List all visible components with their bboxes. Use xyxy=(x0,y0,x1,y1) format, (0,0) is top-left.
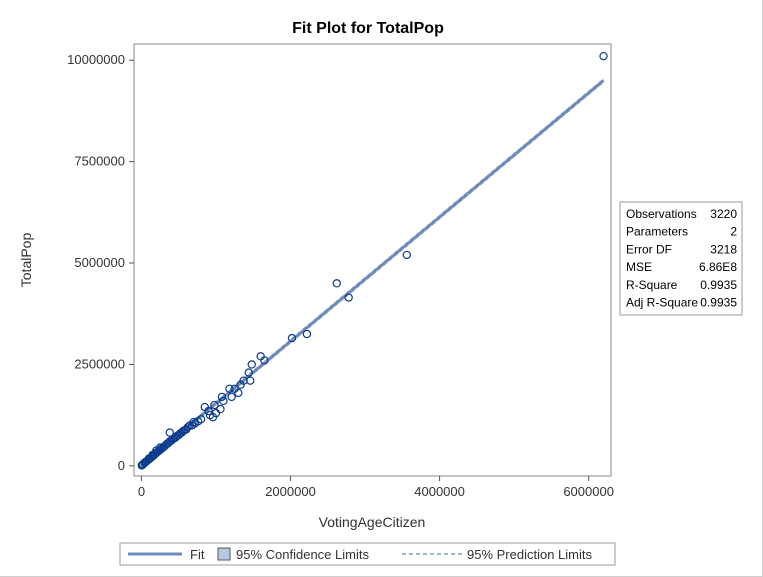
stats-value: 0.9935 xyxy=(700,296,737,310)
legend-confidence-label: 95% Confidence Limits xyxy=(236,547,369,562)
data-point xyxy=(210,400,219,410)
fit-statistics-table: Observations 3220 Parameters 2 Error DF 3218 M… xyxy=(619,201,743,316)
data-point xyxy=(219,396,228,406)
y-axis-title: TotalPop xyxy=(18,233,34,288)
data-point xyxy=(138,460,148,469)
legend-confidence-swatch xyxy=(217,547,231,561)
y-tick-label: 10000000 xyxy=(67,52,125,67)
data-point xyxy=(187,421,197,430)
legend-border xyxy=(119,542,616,566)
stats-value: 3220 xyxy=(710,207,737,221)
y-tick-label: 2500000 xyxy=(74,356,125,371)
data-point xyxy=(599,51,608,61)
data-point xyxy=(225,384,234,393)
data-point xyxy=(402,250,411,260)
data-point xyxy=(246,376,255,385)
stats-value: 6.86E8 xyxy=(699,260,737,274)
stats-value: 3218 xyxy=(710,242,737,256)
data-point xyxy=(208,412,218,422)
data-point xyxy=(200,402,210,412)
y-axis: 0 2500000 5000000 7500000 10000000 xyxy=(67,52,134,473)
chart-title: Fit Plot for TotalPop xyxy=(292,20,444,37)
data-point xyxy=(236,380,245,389)
stats-label: Adj R-Square xyxy=(626,296,698,310)
x-tick-label: 4000000 xyxy=(414,484,465,499)
fit-line xyxy=(140,79,605,467)
x-axis-title: VotingAgeCitizen xyxy=(319,514,426,530)
y-tick-label: 7500000 xyxy=(74,154,125,169)
data-point xyxy=(165,428,174,437)
data-point xyxy=(344,293,353,302)
data-point xyxy=(140,458,150,467)
stats-table-border xyxy=(619,201,743,316)
data-point xyxy=(287,333,297,343)
fit-line-group xyxy=(140,78,605,468)
legend-prediction-label: 95% Prediction Limits xyxy=(467,547,592,562)
x-tick-label: 6000000 xyxy=(563,484,614,499)
data-point xyxy=(260,356,269,365)
data-point xyxy=(244,368,253,377)
stats-label: Parameters xyxy=(626,225,688,239)
x-axis: 0 2000000 4000000 6000000 xyxy=(138,476,614,499)
data-point xyxy=(332,279,341,288)
data-points xyxy=(137,51,608,470)
data-point xyxy=(247,360,256,369)
y-tick-label: 5000000 xyxy=(74,255,125,270)
stats-label: MSE xyxy=(626,260,652,274)
stats-label: Observations xyxy=(626,207,697,221)
stats-label: R-Square xyxy=(626,278,678,292)
data-point xyxy=(140,458,149,468)
stats-label: Error DF xyxy=(626,242,672,256)
stats-value: 2 xyxy=(730,225,737,239)
data-point xyxy=(217,392,227,402)
legend-fit-label: Fit xyxy=(190,547,205,562)
legend: Fit 95% Confidence Limits 95% Prediction… xyxy=(119,542,616,566)
x-tick-label: 0 xyxy=(138,484,145,499)
x-tick-label: 2000000 xyxy=(265,484,316,499)
stats-value: 0.9935 xyxy=(700,278,737,292)
data-point xyxy=(302,329,312,339)
y-tick-label: 0 xyxy=(118,458,125,473)
data-point xyxy=(234,388,243,398)
data-point xyxy=(227,392,236,402)
